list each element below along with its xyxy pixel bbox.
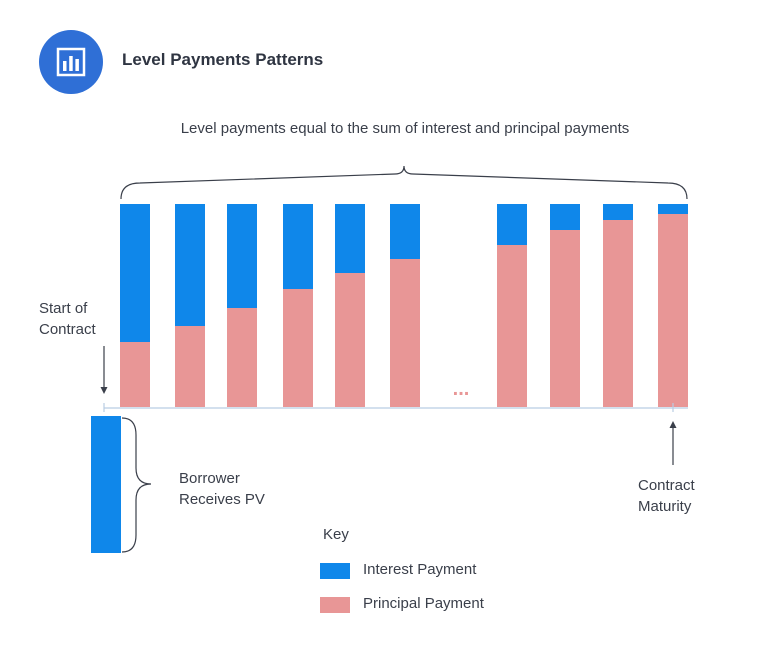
maturity-arrowhead bbox=[669, 421, 677, 428]
borrower-pv-bar bbox=[91, 416, 121, 553]
borrower-label-line1: Borrower bbox=[179, 470, 240, 487]
principal-segment-2 bbox=[175, 326, 205, 407]
start-label-line1: Start of bbox=[39, 300, 88, 317]
interest-swatch bbox=[320, 563, 350, 579]
principal-segment-7 bbox=[497, 245, 527, 407]
side-brace bbox=[121, 417, 152, 553]
principal-segment-5 bbox=[335, 273, 365, 407]
principal-segment-9 bbox=[603, 220, 633, 407]
interest-segment-8 bbox=[550, 204, 580, 230]
interest-segment-9 bbox=[603, 204, 633, 220]
ellipsis-marker: ... bbox=[453, 378, 470, 400]
interest-segment-10 bbox=[658, 204, 688, 214]
principal-segment-3 bbox=[227, 308, 257, 407]
interest-segment-2 bbox=[175, 204, 205, 326]
interest-segment-6 bbox=[390, 204, 420, 259]
interest-segment-4 bbox=[283, 204, 313, 289]
maturity-label-line1: Contract bbox=[638, 477, 695, 494]
principal-segment-10 bbox=[658, 214, 688, 407]
maturity-label-line2: Maturity bbox=[638, 498, 692, 515]
borrower-label-line2: Receives PV bbox=[179, 491, 265, 508]
key-title: Key bbox=[323, 526, 349, 543]
page-title: Level Payments Patterns bbox=[122, 50, 324, 69]
payment-bars bbox=[120, 204, 688, 407]
principal-swatch bbox=[320, 597, 350, 613]
start-label-line2: Contract bbox=[39, 321, 96, 338]
principal-segment-4 bbox=[283, 289, 313, 407]
key-label-interest: Interest Payment bbox=[363, 561, 477, 578]
interest-segment-3 bbox=[227, 204, 257, 308]
principal-segment-1 bbox=[120, 342, 150, 407]
bar-chart-icon bbox=[39, 30, 103, 94]
interest-segment-5 bbox=[335, 204, 365, 273]
principal-segment-8 bbox=[550, 230, 580, 407]
principal-segment-6 bbox=[390, 259, 420, 407]
start-arrowhead bbox=[100, 387, 108, 394]
brace-label: Level payments equal to the sum of inter… bbox=[180, 120, 630, 137]
interest-segment-7 bbox=[497, 204, 527, 245]
interest-segment-1 bbox=[120, 204, 150, 342]
key-label-principal: Principal Payment bbox=[363, 595, 484, 612]
top-brace bbox=[120, 165, 688, 200]
